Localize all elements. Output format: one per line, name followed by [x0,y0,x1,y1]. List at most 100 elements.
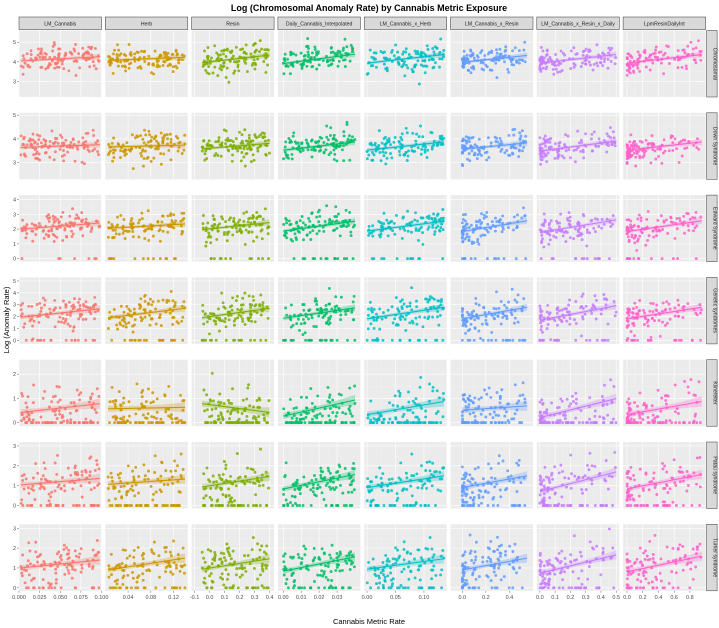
data-point [394,296,398,300]
data-point [136,50,140,54]
y-tick-label: 0 [13,257,16,263]
data-point [598,257,601,261]
data-point [408,304,412,308]
data-point [602,293,606,296]
data-point [671,257,675,261]
regression-line [626,54,702,64]
data-point [574,391,578,395]
data-point [283,52,287,56]
data-point [417,418,421,421]
data-point [568,215,572,219]
data-point [518,137,522,141]
data-point [140,154,144,158]
data-point [405,131,409,135]
data-point [665,44,669,48]
data-point [112,151,115,155]
data-point [564,133,568,137]
data-point [317,139,321,143]
facet-panel [18,195,102,262]
data-point [540,146,544,150]
data-point [242,220,246,223]
data-point [134,412,138,416]
data-point [106,235,110,239]
data-point [98,224,102,228]
data-point [543,139,547,143]
data-point [338,234,342,238]
data-point [541,49,545,53]
facet-panel [18,30,102,97]
data-point [324,148,328,152]
data-point [138,218,142,222]
data-point [519,134,523,138]
data-point [127,43,131,46]
data-point [660,161,664,165]
data-point [390,220,394,223]
data-point [259,313,263,317]
data-point [295,421,298,425]
data-point [63,54,67,58]
data-point [486,230,490,234]
data-point [396,307,400,311]
data-point [475,157,479,161]
data-point [556,63,560,67]
data-point [517,155,521,159]
data-point [513,383,517,387]
data-point [244,61,248,65]
data-point [464,331,468,335]
data-point [517,148,521,152]
data-point [251,416,255,420]
data-point [511,338,515,342]
data-point [69,418,73,422]
data-point [206,57,210,61]
data-point [307,46,310,50]
data-point [465,141,469,145]
data-point [540,239,544,243]
data-point [169,137,173,141]
data-point [515,408,519,412]
data-point [48,56,52,59]
data-point [369,399,373,403]
data-point [252,239,256,243]
data-point [85,421,89,425]
data-point [315,308,319,311]
data-point [200,338,204,342]
data-point [562,156,566,160]
data-point [679,338,683,342]
data-point [209,421,213,425]
data-point [266,316,270,320]
data-point [177,145,181,149]
data-point [632,307,635,311]
data-point [378,327,382,331]
data-point [219,401,223,405]
data-point [317,220,321,224]
data-point [109,61,113,65]
data-point [415,322,419,326]
data-point [143,49,147,53]
data-point [521,149,524,153]
data-point [201,214,205,217]
data-point [242,211,246,215]
data-point [158,65,161,68]
data-point [607,144,610,147]
data-point [155,410,159,414]
data-point [378,307,382,311]
data-point [371,234,375,238]
data-point [217,400,221,404]
data-point [591,149,594,153]
data-point [39,52,43,56]
data-point [557,309,561,313]
data-point [128,149,132,153]
data-point [561,234,565,238]
data-point [599,57,603,60]
data-point [607,51,610,55]
data-point [372,308,376,311]
data-point [436,310,440,313]
data-point [401,315,405,319]
data-point [557,61,561,65]
data-point [84,338,88,342]
data-point [510,313,514,317]
data-point [404,313,408,317]
data-point [307,53,311,57]
data-point [426,148,430,152]
data-point [159,324,163,328]
